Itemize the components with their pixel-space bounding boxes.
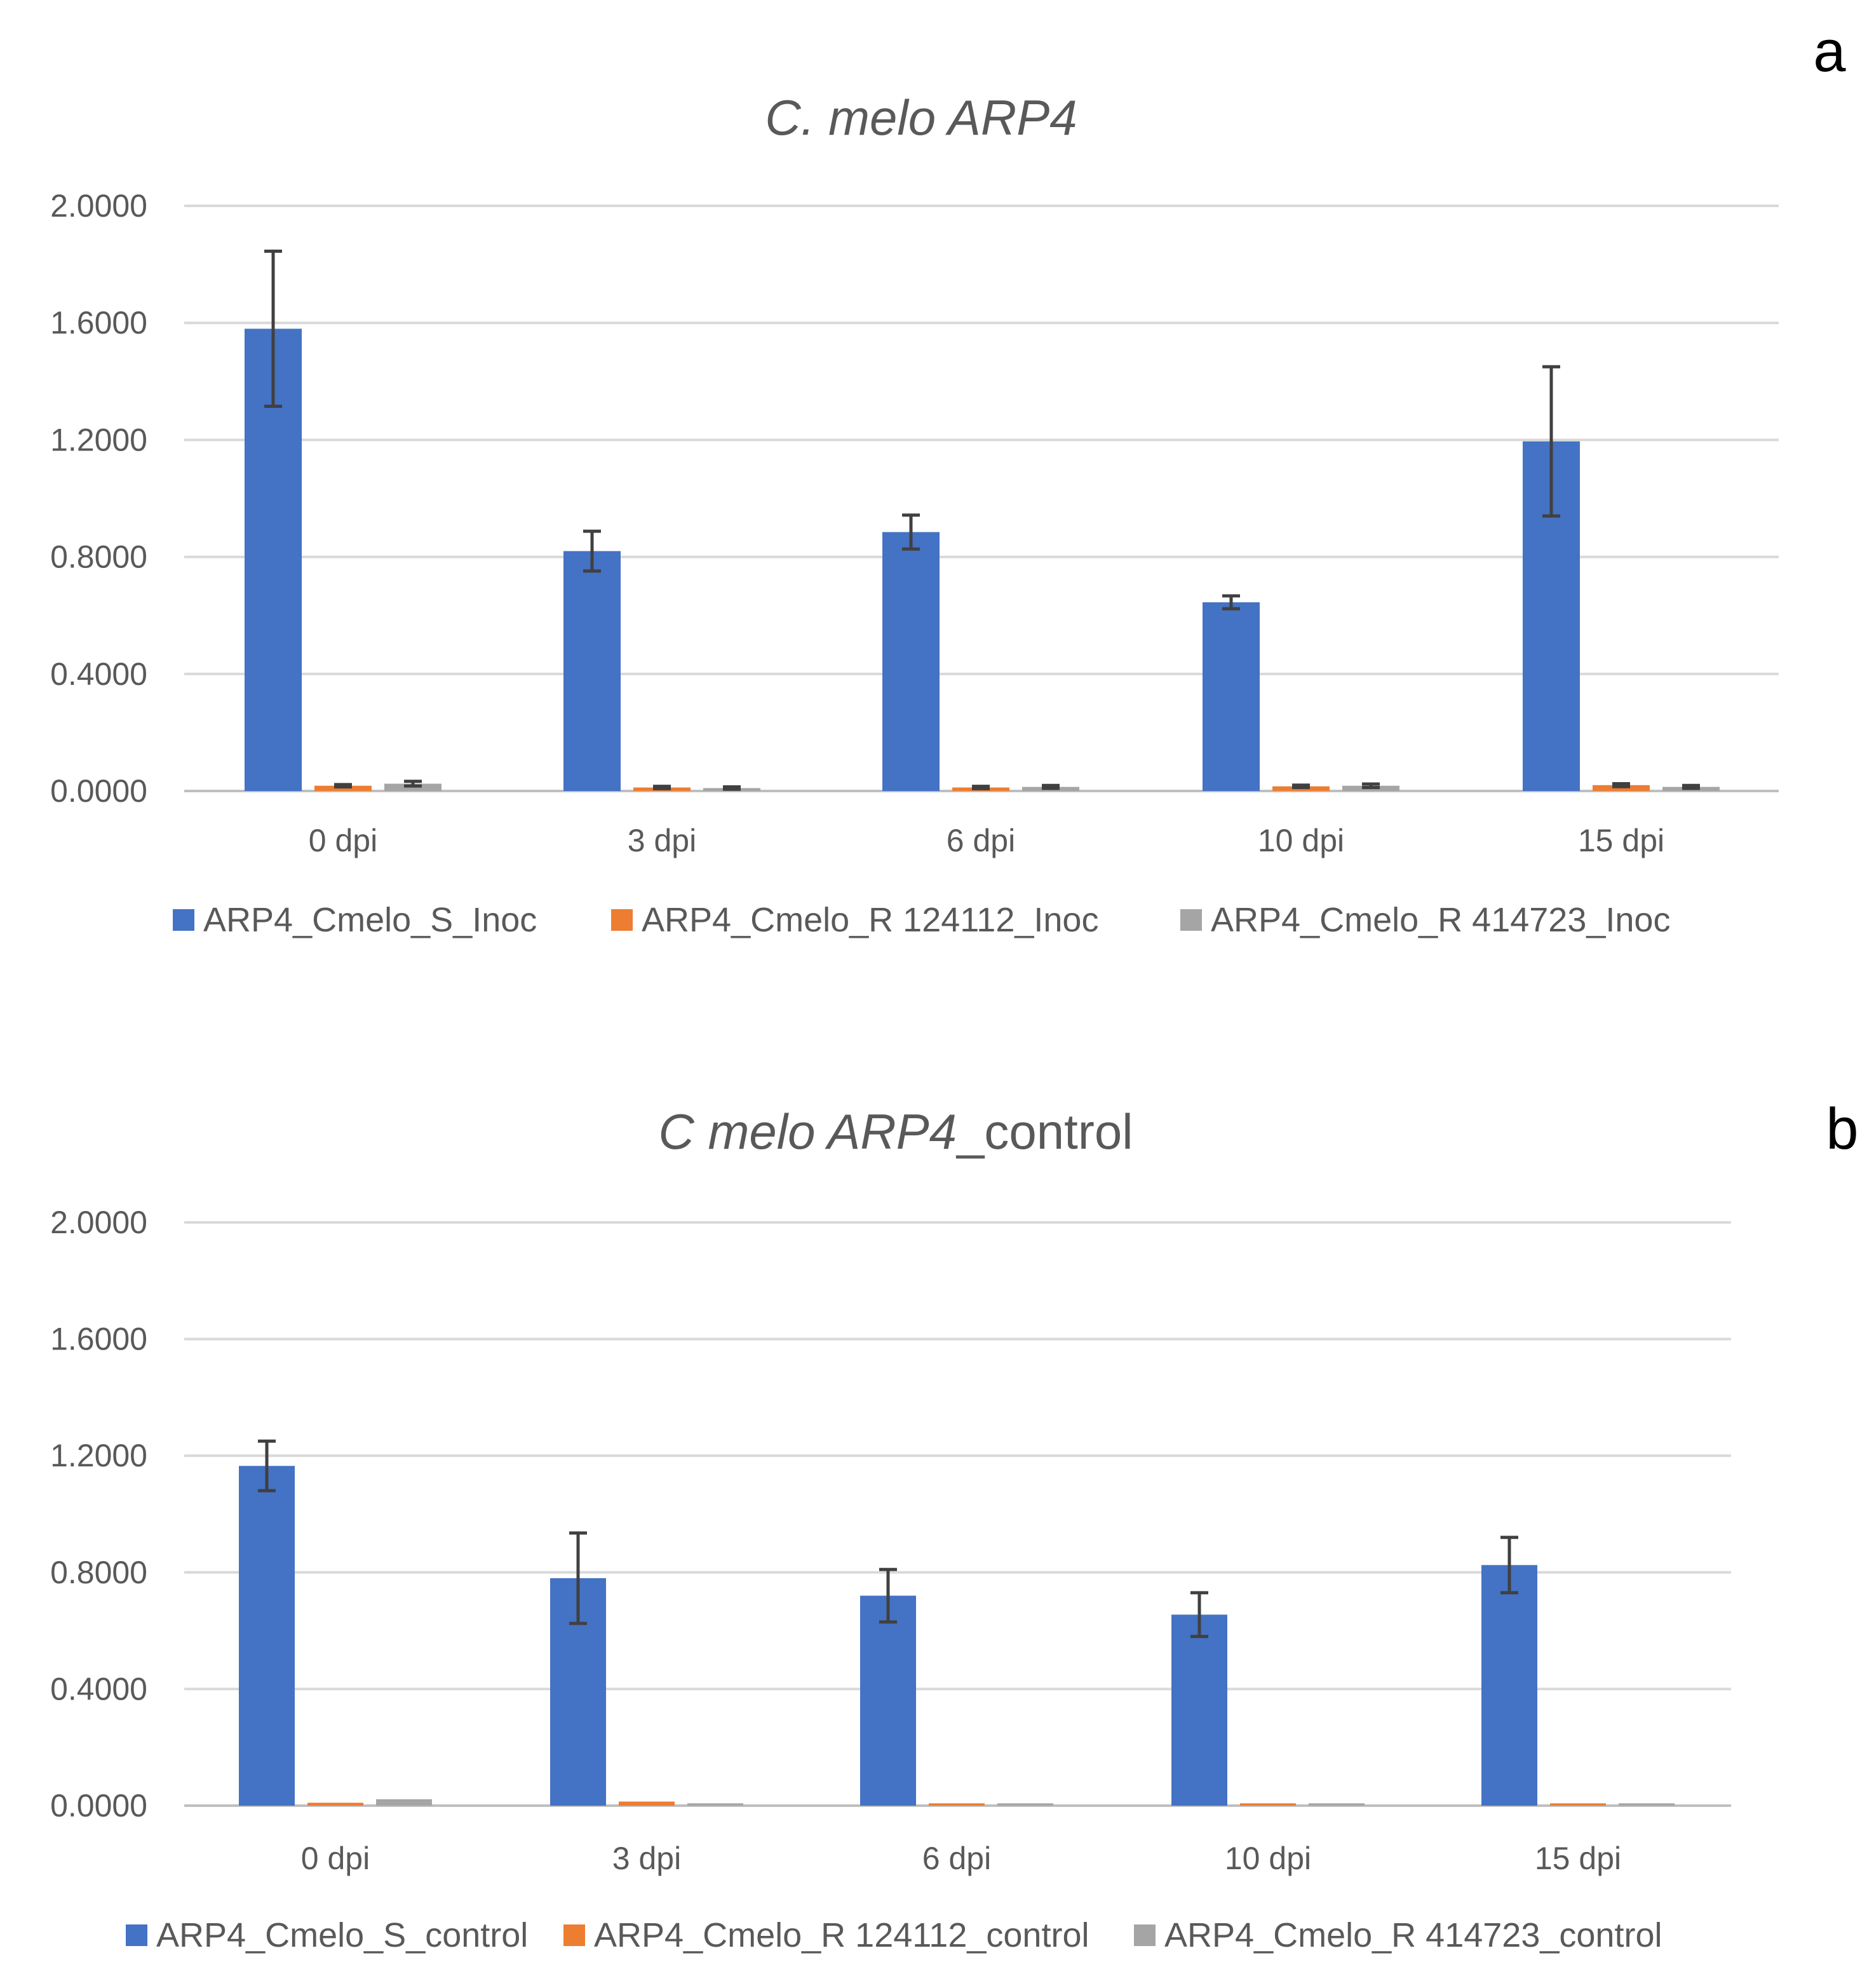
bar — [1309, 1803, 1365, 1806]
bar — [687, 1803, 743, 1806]
legend-label: ARP4_Cmelo_R 124112_control — [594, 1916, 1089, 1954]
bar — [1240, 1803, 1296, 1806]
y-tick-label: 0.8000 — [50, 1555, 147, 1590]
x-tick-label: 3 dpi — [612, 1841, 681, 1876]
chart-title: C. melo ARP4 — [765, 90, 1077, 145]
x-tick-label: 0 dpi — [301, 1841, 370, 1876]
bar — [307, 1802, 363, 1806]
y-tick-label: 0.8000 — [50, 539, 147, 575]
x-tick-label: 15 dpi — [1535, 1841, 1621, 1876]
legend-label: ARP4_Cmelo_R 414723_control — [1164, 1916, 1662, 1954]
bar — [1550, 1803, 1606, 1806]
bar — [619, 1801, 675, 1806]
legend-label: ARP4_Cmelo_S_Inoc — [203, 901, 537, 939]
legend-swatch — [126, 1924, 147, 1946]
y-tick-label: 0.0000 — [50, 773, 147, 809]
chart-panel-b: C melo ARP4_control b 0.0000 0.4000 0.8000 1.… — [50, 1097, 1859, 1954]
y-tick-label: 2.0000 — [50, 188, 147, 224]
y-tick-label: 1.6000 — [50, 1322, 147, 1357]
legend-label: ARP4_Cmelo_S_control — [156, 1916, 528, 1954]
chart-title-part: C. melo ARP4 — [765, 90, 1077, 145]
legend-label: ARP4_Cmelo_R 414723_Inoc — [1211, 901, 1670, 939]
bar — [997, 1803, 1053, 1806]
x-tick-label: 3 dpi — [628, 823, 696, 858]
y-tick-label: 0.4000 — [50, 1671, 147, 1707]
bar — [882, 532, 940, 791]
legend-swatch — [563, 1924, 585, 1946]
bar — [929, 1803, 985, 1806]
bar — [1203, 602, 1260, 791]
x-tick-label: 15 dpi — [1578, 823, 1664, 858]
legend-swatch — [1180, 909, 1202, 931]
y-tick-label: 0.0000 — [50, 1788, 147, 1823]
bar — [563, 551, 621, 791]
x-tick-label: 0 dpi — [309, 823, 377, 858]
panel-label: b — [1826, 1097, 1858, 1161]
bar — [1619, 1803, 1675, 1806]
bar — [1171, 1614, 1227, 1806]
x-tick-label: 6 dpi — [947, 823, 1015, 858]
chart-title: C melo ARP4_control — [658, 1104, 1133, 1160]
bar — [376, 1799, 432, 1806]
y-tick-label: 1.6000 — [50, 305, 147, 341]
panel-label: a — [1813, 19, 1846, 84]
x-tick-label: 10 dpi — [1258, 823, 1344, 858]
legend-swatch — [611, 909, 633, 931]
x-tick-label: 10 dpi — [1225, 1841, 1311, 1876]
chart-title-part: _control — [955, 1104, 1133, 1160]
legend-label: ARP4_Cmelo_R 124112_Inoc — [642, 901, 1098, 939]
y-tick-label: 1.2000 — [50, 1438, 147, 1473]
y-tick-label: 2.0000 — [50, 1205, 147, 1240]
legend-swatch — [1134, 1924, 1156, 1946]
y-tick-label: 0.4000 — [50, 656, 147, 692]
bar — [1481, 1565, 1537, 1806]
legend-swatch — [173, 909, 194, 931]
x-tick-label: 6 dpi — [922, 1841, 991, 1876]
chart-panel-a: C. melo ARP4 a 0.0000 0.4000 0.8000 1.2000 1.6… — [50, 19, 1846, 939]
bar — [239, 1466, 295, 1806]
bar — [860, 1595, 916, 1806]
chart-title-part: C melo ARP4 — [658, 1104, 957, 1160]
y-tick-label: 1.2000 — [50, 422, 147, 457]
